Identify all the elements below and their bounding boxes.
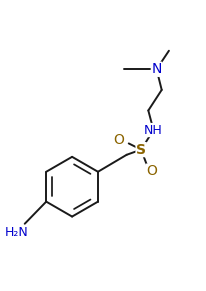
Text: H₂N: H₂N: [5, 226, 28, 239]
Text: O: O: [113, 133, 124, 147]
Text: S: S: [136, 143, 146, 157]
Text: O: O: [146, 164, 157, 178]
Text: N: N: [151, 62, 162, 76]
Text: NH: NH: [144, 124, 163, 136]
